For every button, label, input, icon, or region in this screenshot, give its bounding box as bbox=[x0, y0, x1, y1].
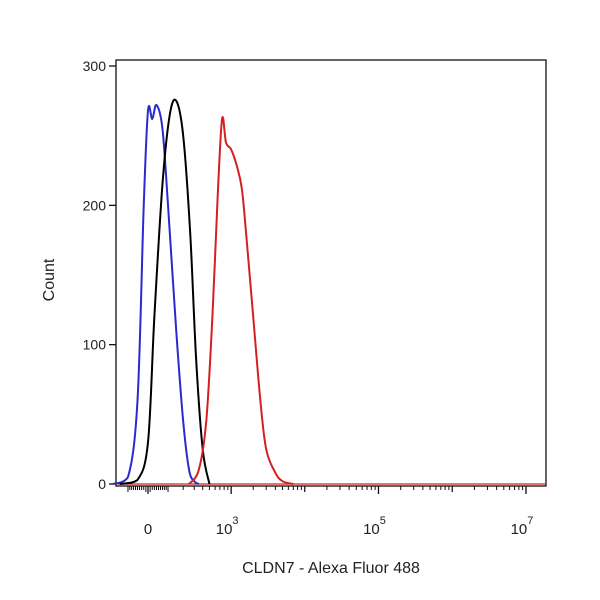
x-tick-label: 107 bbox=[511, 515, 534, 538]
x-tick-label: 105 bbox=[363, 515, 386, 538]
series-layer bbox=[112, 98, 546, 485]
series-line-1 bbox=[112, 104, 200, 485]
plot-frame bbox=[115, 59, 547, 487]
x-axis-title: CLDN7 - Alexa Fluor 488 bbox=[242, 560, 420, 577]
x-tick-label: 0 bbox=[144, 521, 152, 538]
series-line-2 bbox=[119, 98, 211, 485]
y-tick-label: 200 bbox=[83, 197, 107, 213]
y-tick-label: 300 bbox=[83, 58, 107, 74]
y-axis-title: Count bbox=[41, 258, 58, 301]
series-line-3 bbox=[188, 116, 294, 485]
x-axis-ticks: 0 103 105 107 bbox=[127, 486, 534, 538]
y-tick-label: 100 bbox=[83, 337, 107, 353]
x-tick-label: 103 bbox=[216, 515, 239, 538]
y-tick-label: 0 bbox=[98, 476, 106, 492]
y-axis-ticks: 0 100 200 300 bbox=[83, 58, 116, 492]
